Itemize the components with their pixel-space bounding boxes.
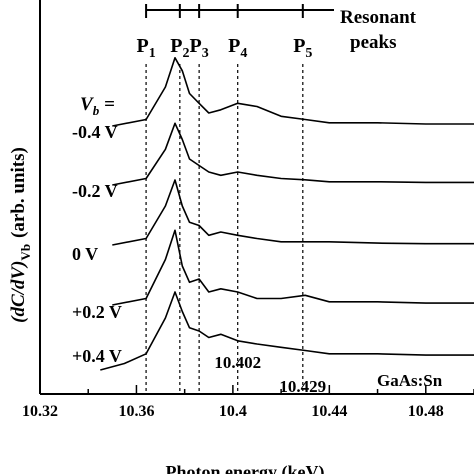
y-axis-label: (dC/dV)Vb(arb. units)	[8, 147, 33, 323]
resonant-label-line2: peaks	[350, 32, 396, 53]
legend-title: Vb =	[80, 94, 115, 118]
peak-label: P1	[136, 35, 155, 61]
peak-label: P5	[293, 35, 312, 61]
series-line	[112, 57, 474, 127]
x-tick-label: 10.36	[118, 403, 154, 420]
series-label: -0.4 V	[72, 122, 118, 142]
series-line	[112, 229, 474, 306]
peak-energy-annotation: 10.402	[214, 353, 261, 372]
series-label: 0 V	[72, 244, 98, 264]
x-tick-label: 10.44	[311, 403, 347, 420]
x-tick-label: 10.32	[22, 403, 58, 420]
series-line	[112, 122, 474, 186]
peak-label: P3	[190, 35, 209, 61]
series-label: +0.4 V	[72, 346, 122, 366]
series-line	[100, 291, 474, 371]
series-label: -0.2 V	[72, 181, 118, 201]
x-axis-label: Photon energy (keV)	[166, 462, 325, 474]
resonant-label: Resonant	[340, 7, 417, 28]
series-line	[112, 179, 474, 246]
x-tick-label: 10.48	[408, 403, 444, 420]
series-label: +0.2 V	[72, 302, 122, 322]
svg-text:(dC/dV)Vb(arb. units): (dC/dV)Vb(arb. units)	[8, 147, 33, 323]
peak-label: P2	[170, 35, 189, 61]
peak-label: P4	[228, 35, 247, 61]
sample-label: GaAs:Sn	[377, 371, 443, 390]
peak-energy-annotation: 10.429	[279, 377, 326, 396]
x-tick-label: 10.4	[219, 403, 247, 420]
